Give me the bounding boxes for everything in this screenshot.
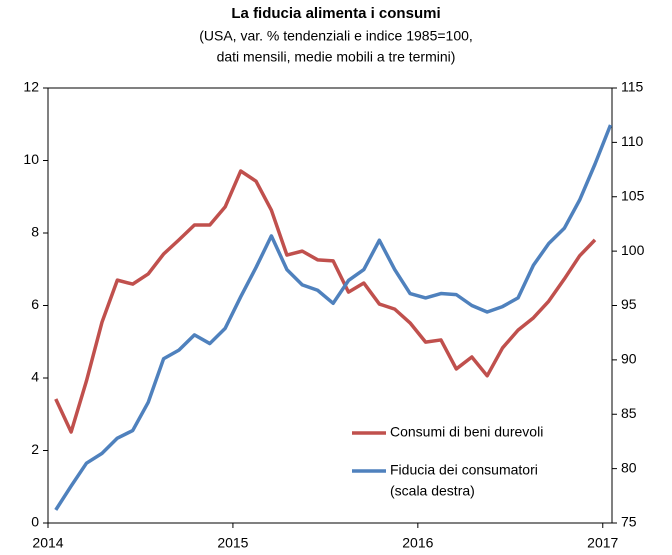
y2-tick-label: 80 (621, 459, 637, 475)
x-tick-label: 2015 (217, 535, 248, 551)
y2-tick-label: 85 (621, 405, 637, 421)
y-tick-label: 8 (31, 224, 39, 240)
legend-note: (scala destra) (390, 483, 475, 499)
y2-tick-label: 95 (621, 296, 637, 312)
chart-subtitle: (USA, var. % tendenziali e indice 1985=1… (199, 28, 473, 44)
chart-subtitle: dati mensili, medie mobili a tre termini… (217, 49, 456, 65)
y-tick-label: 10 (23, 151, 39, 167)
y2-tick-label: 75 (621, 514, 637, 530)
y-tick-label: 6 (31, 296, 39, 312)
y2-tick-label: 90 (621, 351, 637, 367)
y-tick-label: 12 (23, 79, 39, 95)
y-tick-label: 4 (31, 369, 39, 385)
y2-tick-label: 110 (621, 133, 644, 149)
x-tick-label: 2014 (32, 535, 63, 551)
chart-title: La fiducia alimenta i consumi (231, 5, 440, 22)
plot-frame (47, 87, 613, 524)
legend-label: Consumi di beni durevoli (390, 424, 543, 440)
y2-tick-label: 105 (621, 187, 645, 203)
x-tick-label: 2017 (587, 535, 618, 551)
x-tick-label: 2016 (402, 535, 433, 551)
y2-tick-label: 115 (621, 79, 644, 95)
series-line (54, 124, 613, 511)
series-line (54, 169, 597, 434)
y2-tick-label: 100 (621, 242, 645, 258)
y-tick-label: 2 (31, 441, 39, 457)
legend-label: Fiducia dei consumatori (390, 462, 538, 478)
y-tick-label: 0 (31, 514, 39, 530)
